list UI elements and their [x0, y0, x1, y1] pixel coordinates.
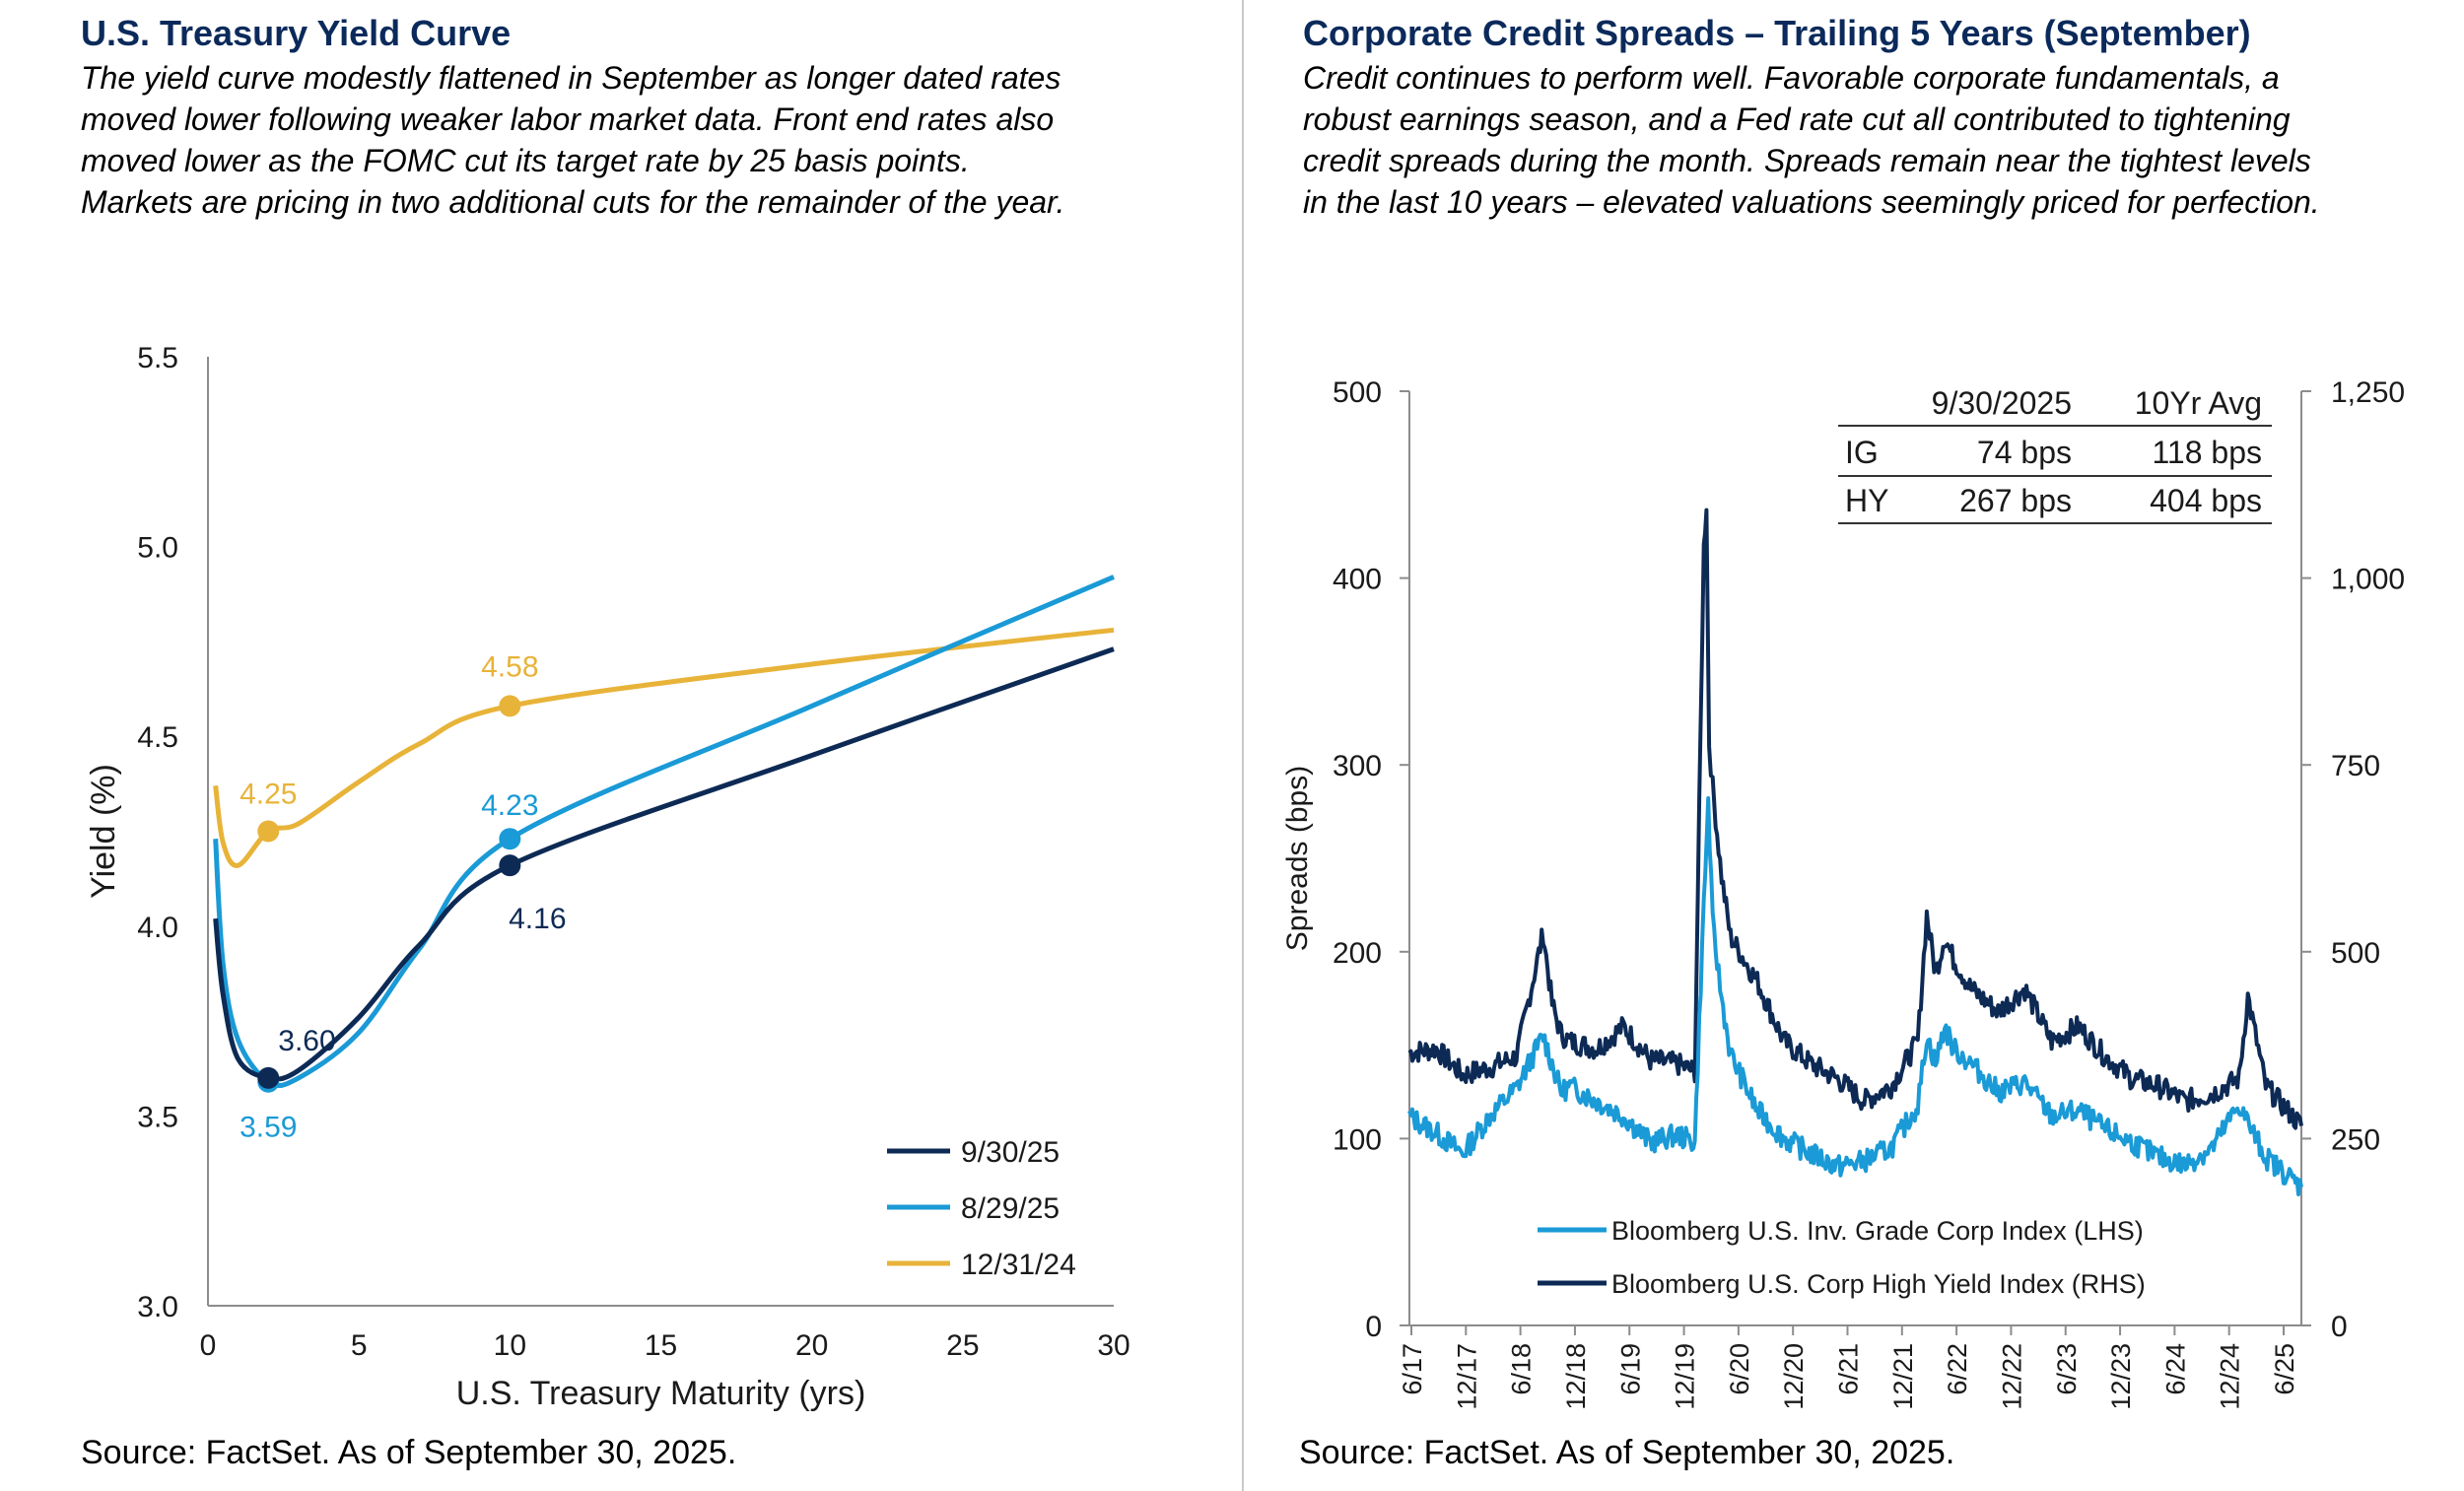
right-y-tick-label: 250: [2331, 1123, 2380, 1156]
stats-table-cell: IG: [1845, 435, 1879, 470]
panel-divider: [1242, 0, 1244, 1491]
x-tick-label: 12/18: [1561, 1343, 1591, 1410]
x-tick-label: 10: [494, 1329, 526, 1362]
right-y-tick-label: 1,000: [2331, 564, 2405, 596]
x-tick-label: 6/23: [2052, 1343, 2082, 1395]
x-tick-label: 5: [351, 1329, 368, 1362]
stats-table-cell: 404 bps: [2150, 483, 2262, 518]
x-tick-label: 15: [645, 1329, 677, 1362]
data-label: 4.58: [481, 650, 538, 683]
series-line-9-30-25: [213, 646, 1115, 1082]
data-point-marker: [499, 695, 521, 717]
right-y-tick-label: 0: [2331, 1311, 2348, 1343]
x-tick-label: 12/22: [1997, 1343, 2026, 1410]
series-line-investment-grade: [1407, 796, 2303, 1196]
legend-label: Bloomberg U.S. Corp High Yield Index (RH…: [1611, 1269, 2146, 1299]
y-tick-label: 3.0: [137, 1291, 178, 1323]
y-tick-label: 4.5: [137, 721, 178, 754]
right-y-tick-label: 1,250: [2331, 376, 2405, 409]
x-tick-label: 0: [200, 1329, 217, 1362]
right-description-line: credit spreads during the month. Spreads…: [1303, 143, 2311, 178]
left-y-tick-label: 500: [1333, 376, 1382, 409]
right-description-line: in the last 10 years – elevated valuatio…: [1303, 184, 2320, 220]
y-tick-label: 4.0: [137, 912, 178, 944]
legend-label: 12/31/24: [961, 1249, 1076, 1281]
x-tick-label: 12/24: [2216, 1343, 2245, 1410]
x-axis-title: U.S. Treasury Maturity (yrs): [456, 1375, 866, 1412]
data-label: 3.60: [278, 1025, 335, 1057]
credit-spreads-chart: 0 100 200 300 400 500 0 250 500 750 1,000 1,250 Spre…: [1281, 376, 2405, 1410]
right-description-line: Credit continues to perform well. Favora…: [1303, 60, 2280, 96]
left-y-tick-label: 100: [1333, 1123, 1382, 1156]
data-point-marker: [499, 828, 521, 850]
left-description-line: Markets are pricing in two additional cu…: [81, 184, 1065, 220]
x-tick-label: 6/17: [1398, 1343, 1427, 1395]
right-y-tick-label: 750: [2331, 750, 2380, 782]
data-point-marker: [499, 854, 521, 877]
right-panel-title: Corporate Credit Spreads – Trailing 5 Ye…: [1303, 13, 2251, 53]
left-y-tick-label: 0: [1365, 1311, 1382, 1343]
left-source-note: Source: FactSet. As of September 30, 202…: [81, 1434, 737, 1471]
stats-table-cell: 74 bps: [1977, 435, 2072, 470]
x-tick-label: 6/25: [2270, 1343, 2299, 1395]
x-tick-label: 12/19: [1671, 1343, 1700, 1410]
x-tick-label: 6/18: [1507, 1343, 1537, 1395]
x-tick-label: 12/23: [2106, 1343, 2136, 1410]
data-label: 4.23: [481, 789, 538, 822]
stats-table-cell: 267 bps: [1959, 483, 2072, 518]
data-point-marker: [257, 1066, 280, 1089]
x-tick-label: 6/20: [1725, 1343, 1754, 1395]
y-tick-label: 5.5: [137, 342, 178, 374]
right-source-note: Source: FactSet. As of September 30, 202…: [1299, 1434, 1955, 1471]
y-tick-label: 3.5: [137, 1101, 178, 1133]
left-panel-description: The yield curve modestly flattened in Se…: [81, 57, 1064, 223]
data-label: 4.25: [240, 779, 297, 811]
x-tick-label: 6/21: [1834, 1343, 1864, 1395]
right-panel-description: Credit continues to perform well. Favora…: [1303, 57, 2320, 223]
x-tick-label: 6/24: [2160, 1343, 2190, 1395]
y-tick-label: 5.0: [137, 532, 178, 565]
left-y-tick-label: 200: [1333, 937, 1382, 970]
series-line-8-29-25: [213, 575, 1115, 1089]
series-line-high-yield: [1407, 508, 2303, 1130]
y-axis-title: Spreads (bps): [1281, 766, 1314, 951]
x-tick-label: 12/17: [1452, 1343, 1481, 1410]
left-y-tick-label: 300: [1333, 750, 1382, 782]
data-label: 4.16: [509, 903, 566, 935]
left-description-line: moved lower following weaker labor marke…: [81, 102, 1055, 137]
x-tick-label: 20: [795, 1329, 828, 1362]
right-y-tick-label: 500: [2331, 937, 2380, 970]
data-point-marker: [257, 820, 280, 843]
x-tick-label: 6/19: [1615, 1343, 1645, 1395]
x-tick-label: 6/22: [1943, 1343, 1972, 1395]
x-tick-label: 12/20: [1779, 1343, 1809, 1410]
left-panel-title: U.S. Treasury Yield Curve: [81, 13, 512, 53]
stats-table-cell: 118 bps: [2153, 435, 2263, 470]
legend-label: Bloomberg U.S. Inv. Grade Corp Index (LH…: [1611, 1216, 2144, 1246]
left-description-line: The yield curve modestly flattened in Se…: [81, 60, 1061, 96]
data-label: 3.59: [240, 1112, 297, 1144]
left-y-tick-label: 400: [1333, 564, 1382, 596]
legend-label: 8/29/25: [961, 1192, 1060, 1225]
x-tick-label: 25: [946, 1329, 979, 1362]
right-description-line: robust earnings season, and a Fed rate c…: [1303, 102, 2291, 137]
left-description-line: moved lower as the FOMC cut its target r…: [81, 143, 970, 178]
x-tick-label: 30: [1097, 1329, 1129, 1362]
x-tick-label: 12/21: [1888, 1343, 1918, 1410]
stats-table-header: 10Yr Avg: [2135, 385, 2262, 421]
y-axis-title: Yield (%): [85, 764, 122, 899]
yield-curve-chart: 3.0 3.5 4.0 4.5 5.0 5.5 0 5 10 15 20 25 30 U.S. Treas…: [85, 342, 1130, 1412]
stats-table-cell: HY: [1845, 483, 1888, 518]
legend-label: 9/30/25: [961, 1136, 1060, 1169]
series-line-12-31-24: [213, 627, 1115, 868]
stats-table-header: 9/30/2025: [1932, 385, 2072, 421]
